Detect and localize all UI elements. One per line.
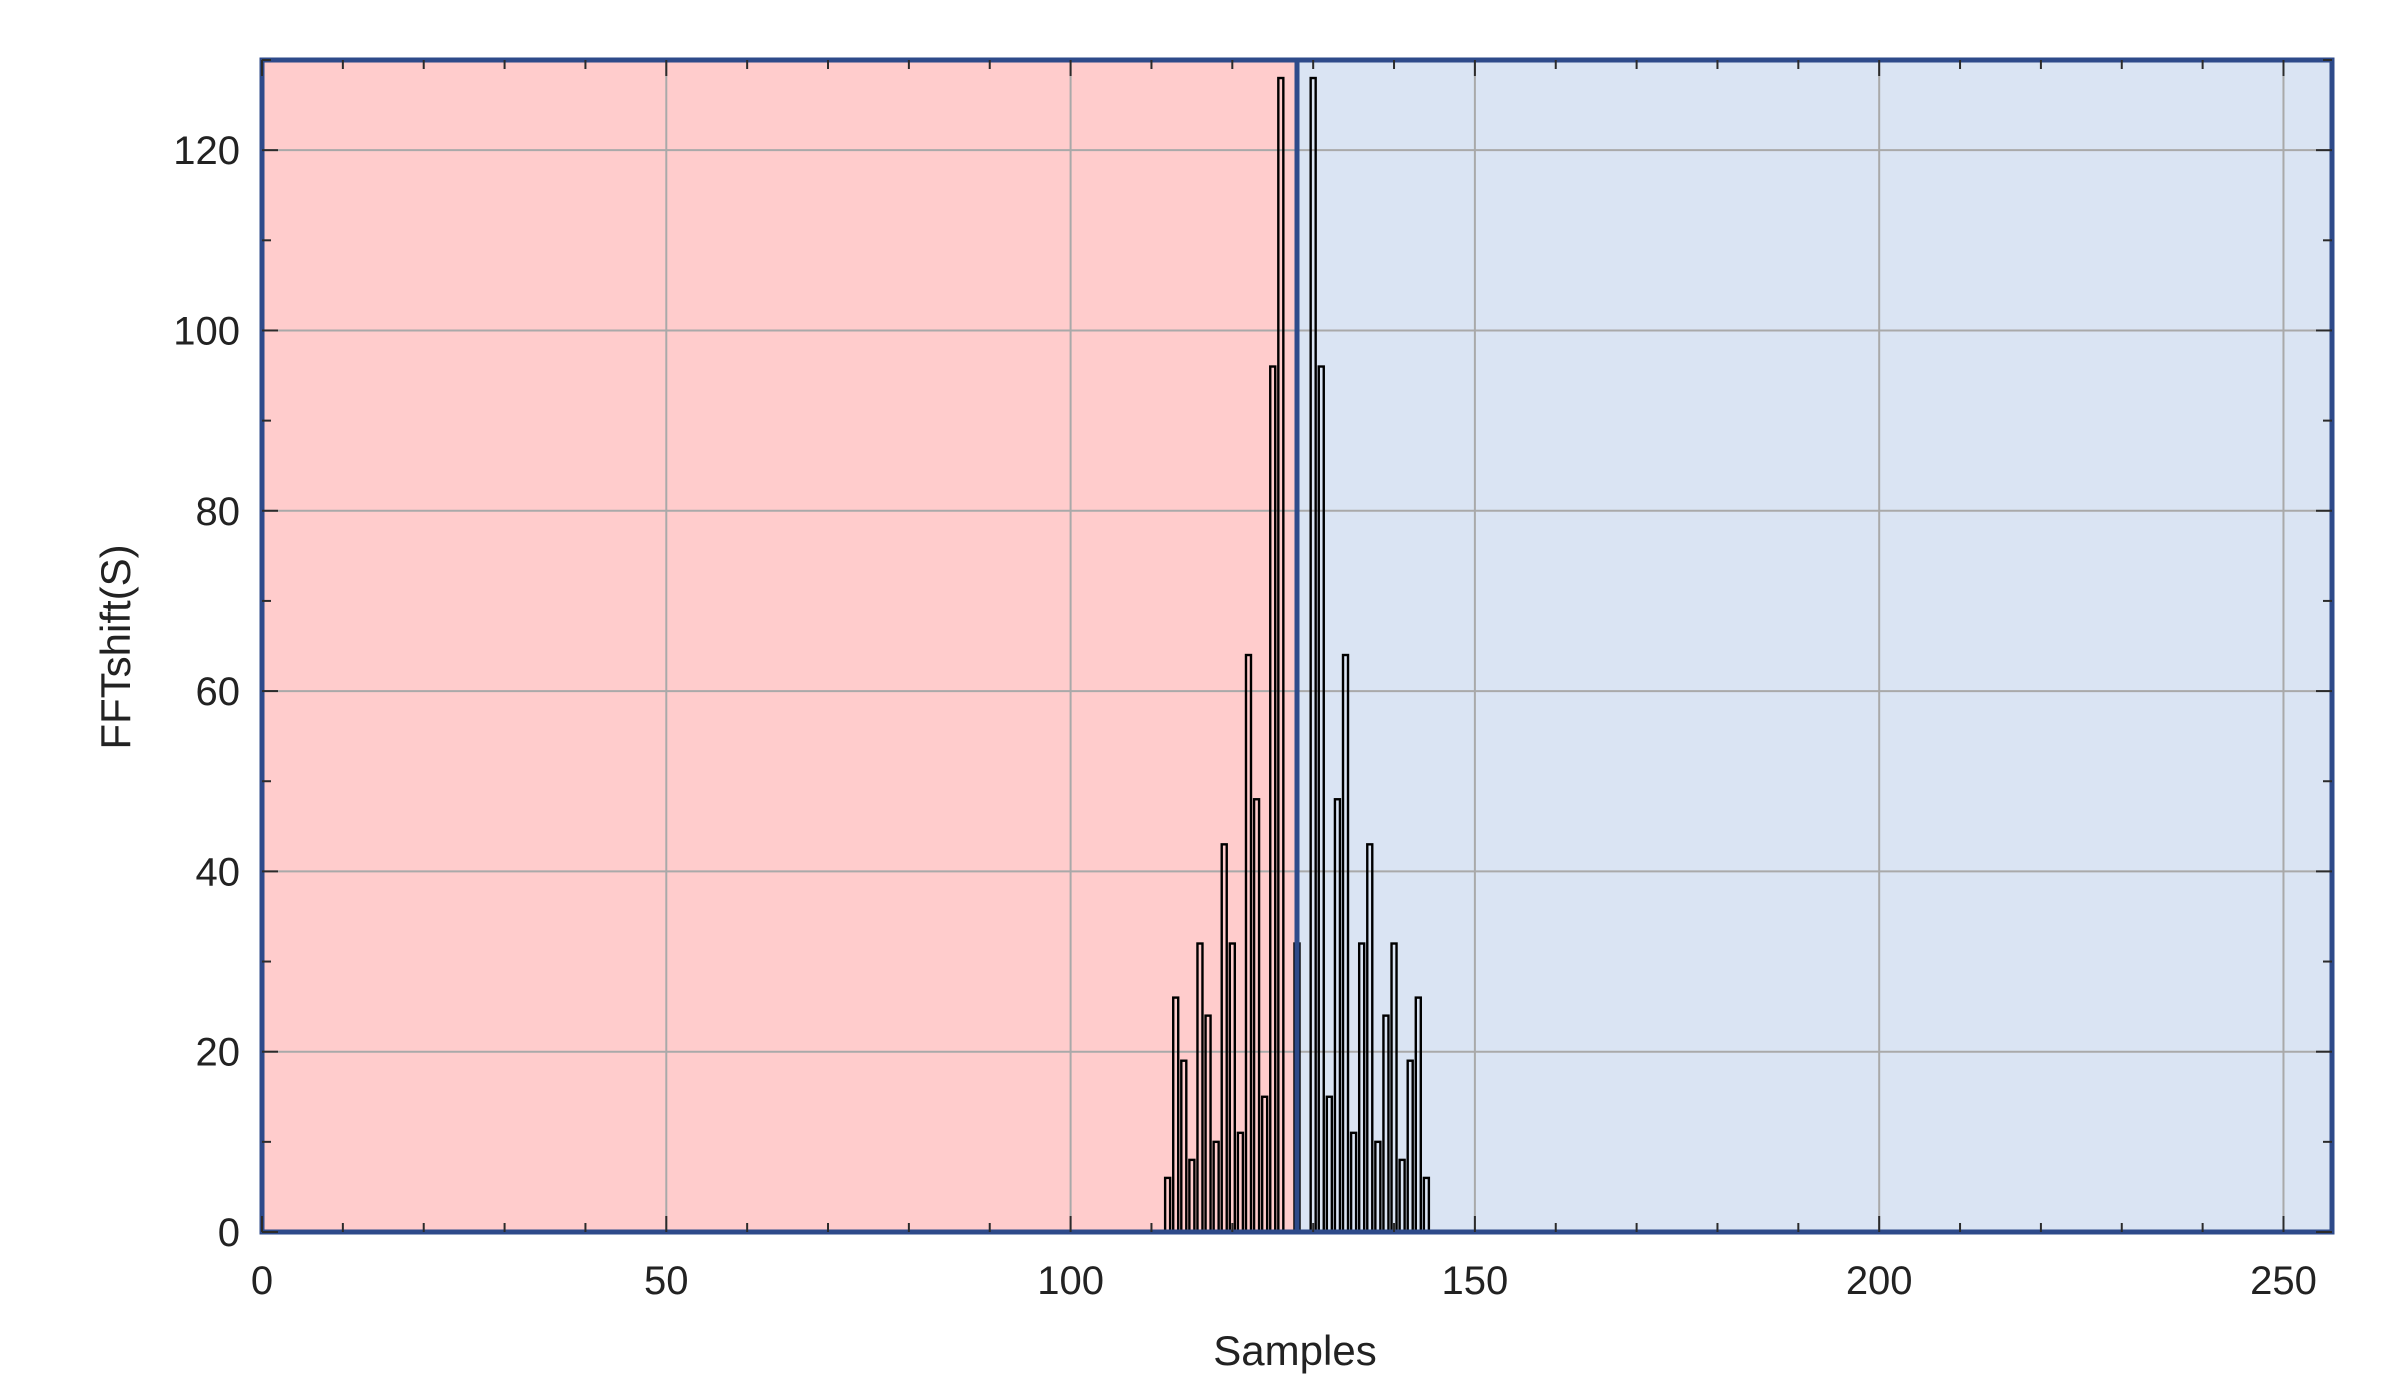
- region-frames: [259, 57, 2335, 1235]
- region-2: [1297, 60, 2332, 1232]
- x-tick-labels: 0 50 100 150 200 250: [251, 1259, 2317, 1303]
- region-1: [262, 60, 1297, 1232]
- ticks: [261, 59, 2332, 1233]
- y-tick-label-0: 0: [218, 1211, 240, 1255]
- y-tick-label-20: 20: [196, 1031, 241, 1075]
- y-tick-label-40: 40: [196, 850, 241, 894]
- x-tick-label-0: 0: [251, 1259, 273, 1303]
- background-regions: [262, 60, 2332, 1232]
- y-tick-labels: 0 20 40 60 80 100 120: [173, 129, 240, 1255]
- y-tick-label-80: 80: [196, 490, 241, 534]
- y-tick-label-120: 120: [173, 129, 240, 173]
- y-tick-label-100: 100: [173, 309, 240, 353]
- x-tick-label-250: 250: [2250, 1259, 2317, 1303]
- x-axis-label: Samples: [1213, 1327, 1376, 1374]
- x-tick-label-150: 150: [1442, 1259, 1509, 1303]
- y-tick-label-60: 60: [196, 670, 241, 714]
- x-tick-label-50: 50: [644, 1259, 689, 1303]
- y-axis-label: FFTshift(S): [92, 544, 139, 749]
- x-tick-label-200: 200: [1846, 1259, 1913, 1303]
- x-tick-label-100: 100: [1037, 1259, 1104, 1303]
- region-frame-2: [1294, 57, 2335, 1235]
